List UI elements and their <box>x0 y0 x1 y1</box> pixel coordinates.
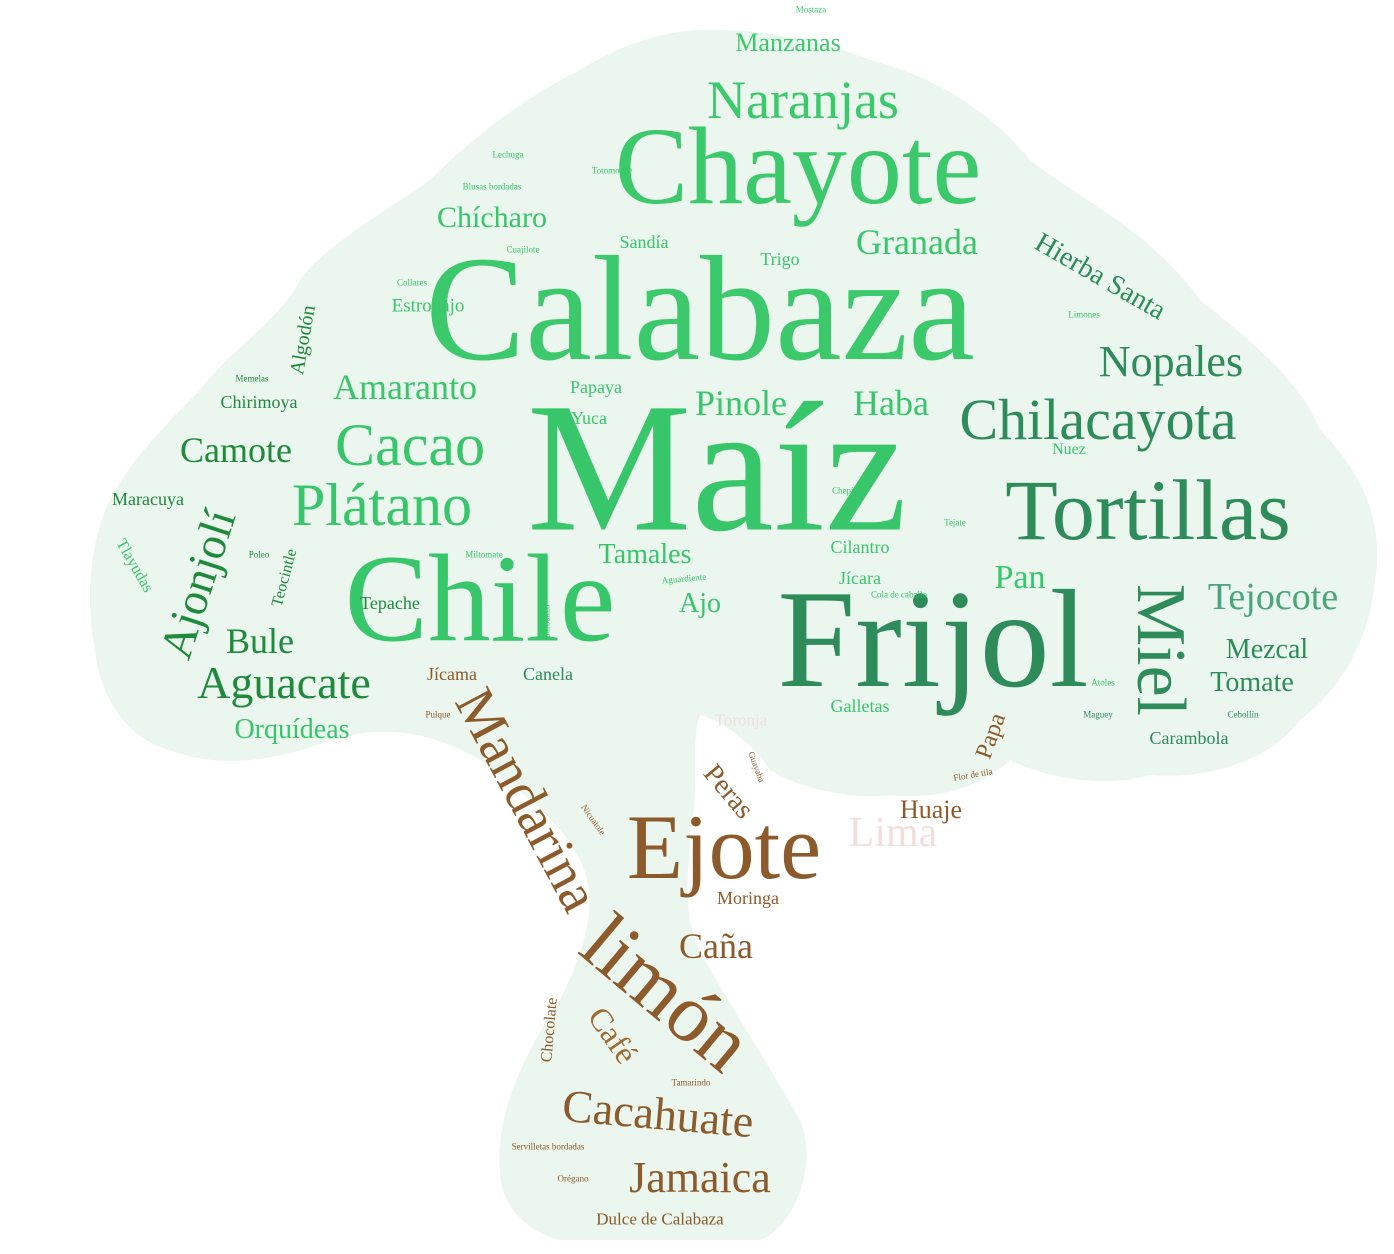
word-chilacayota: Chilacayota <box>959 387 1237 452</box>
word-totomostle: Totomostle <box>591 165 633 176</box>
word-mostaza: Mostaza <box>795 4 827 15</box>
word-camote: Camote <box>180 430 292 470</box>
word-carambola: Carambola <box>1149 728 1229 748</box>
word-chirimoya: Chirimoya <box>220 392 298 412</box>
word-lima: Lima <box>848 810 938 856</box>
word-chepil: Chepil <box>832 485 856 496</box>
word-mezcal: Mezcal <box>1225 634 1309 665</box>
word-memelas: Memelas <box>235 373 269 384</box>
word-atoles: Atoles <box>1091 677 1115 688</box>
word-granada: Granada <box>856 222 978 262</box>
word-pinole: Pinole <box>694 383 788 423</box>
word-cuajilote: Cuajilote <box>506 244 540 255</box>
word-calabaza: Calabaza <box>425 226 975 392</box>
word-toronja: Toronja <box>714 710 768 730</box>
word-amaranto: Amaranto <box>333 367 477 407</box>
word-nopales: Nopales <box>1098 337 1244 386</box>
word-pan: Pan <box>994 559 1046 596</box>
word-pulque: Pulque <box>425 709 451 720</box>
word-limones: Limones <box>1068 309 1100 320</box>
word-maiz: Maíz <box>526 365 908 571</box>
word-tamales: Tamales <box>598 539 692 570</box>
word-galletas: Galletas <box>830 696 890 716</box>
word-miltomate: Miltomate <box>465 549 503 560</box>
word-miel: Miel <box>1122 583 1199 717</box>
word-estropajo: Estropajo <box>391 295 465 317</box>
word-tepache: Tepache <box>360 593 420 613</box>
word-blusas-bordadas: Blusas bordadas <box>462 181 522 192</box>
word-jicara: Jícara <box>839 568 881 588</box>
word-papaya: Papaya <box>570 377 622 397</box>
word-trigo: Trigo <box>760 249 800 269</box>
word-haba: Haba <box>853 383 929 423</box>
word-lechuga: Lechuga <box>492 149 524 160</box>
word-cacao: Cacao <box>335 412 485 478</box>
word-bule: Bule <box>226 621 294 661</box>
word-jicama: Jícama <box>427 664 477 684</box>
word-tejocote: Tejocote <box>1207 576 1339 618</box>
word-servilletas-bordadas: Servilletas bordadas <box>511 1141 585 1152</box>
word-maguey: Maguey <box>1083 709 1113 720</box>
word-ajo: Ajo <box>679 588 721 619</box>
word-tejate: Tejate <box>944 517 966 528</box>
word-garbanzo: Garbanzo <box>541 604 552 640</box>
word-sandia: Sandía <box>619 232 669 252</box>
word-poleo: Poleo <box>248 549 270 560</box>
word-oregano: Orégano <box>557 1173 589 1184</box>
word-frijol: Frijol <box>777 562 1089 717</box>
word-dulce-de-calabaza: Dulce de Calabaza <box>596 1209 724 1229</box>
word-platano: Plátano <box>292 472 472 538</box>
word-tomate: Tomate <box>1210 667 1294 698</box>
word-cola-de-caballo: Cola de caballo <box>871 589 927 600</box>
word-canela: Canela <box>523 664 573 684</box>
word-aguacate: Aguacate <box>197 657 371 708</box>
word-tortillas: Tortillas <box>1005 462 1291 558</box>
word-orquideas: Orquídeas <box>234 714 350 745</box>
word-cana: Caña <box>679 926 753 966</box>
word-manzanas: Manzanas <box>735 28 841 57</box>
word-nuez: Nuez <box>1052 441 1086 458</box>
word-moringa: Moringa <box>717 888 779 908</box>
word-huaje: Huaje <box>899 795 963 824</box>
word-cebollin: Cebollín <box>1227 709 1259 720</box>
word-yuca: Yuca <box>571 408 607 428</box>
word-tamarindo: Tamarindo <box>671 1077 711 1088</box>
word-collares: Collares <box>397 277 427 288</box>
word-jamaica: Jamaica <box>629 1153 771 1202</box>
word-maracuya: Maracuya <box>112 489 184 509</box>
word-cilantro: Cilantro <box>830 537 890 557</box>
word-chayote: Chayote <box>614 105 982 227</box>
word-chicharo: Chícharo <box>437 201 547 234</box>
word-chile: Chile <box>344 530 616 669</box>
word-ejote: Ejote <box>626 796 822 898</box>
tree-canopy-and-trunk <box>90 29 1378 1241</box>
word-naranjas: Naranjas <box>707 70 899 130</box>
